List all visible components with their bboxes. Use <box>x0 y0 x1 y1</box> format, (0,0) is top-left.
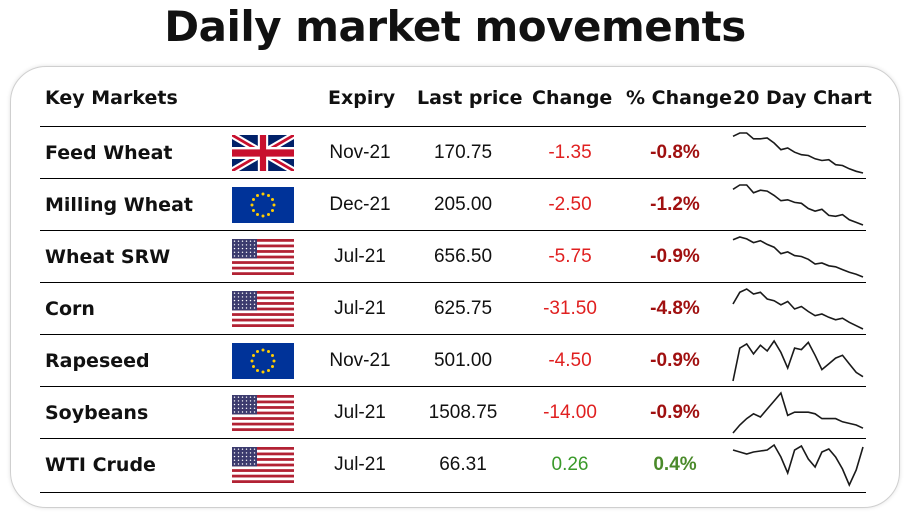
us-flag-icon <box>232 239 294 275</box>
header-pct-change: % Change <box>626 87 732 109</box>
header-key-markets: Key Markets <box>45 87 178 109</box>
pct-change-cell: -0.9% <box>650 402 700 423</box>
pct-change-cell: -0.8% <box>650 142 700 163</box>
pct-change-cell: -4.8% <box>650 298 700 319</box>
last-price-cell: 656.50 <box>433 246 493 267</box>
uk-flag-icon <box>232 135 294 171</box>
change-cell: -14.00 <box>543 402 597 423</box>
last-price-cell: 501.00 <box>433 350 493 371</box>
market-name: Feed Wheat <box>45 142 173 164</box>
pct-change-cell: -0.9% <box>650 350 700 371</box>
table-row: WTI Crude Jul-21 66.31 0.26 0.4% <box>40 438 866 491</box>
last-price-cell: 205.00 <box>433 194 493 215</box>
expiry-cell: Jul-21 <box>334 298 386 319</box>
us-flag-icon <box>232 447 294 483</box>
table-row: Rapeseed Nov-21 501.00 -4.50 -0.9% <box>40 334 866 387</box>
sparkline-chart <box>732 339 864 382</box>
eu-flag-icon <box>232 343 294 379</box>
sparkline-series <box>732 132 864 174</box>
expiry-cell: Jul-21 <box>334 402 386 423</box>
sparkline-chart <box>732 288 864 330</box>
change-cell: -4.50 <box>548 350 592 371</box>
sparkline-series <box>732 184 864 226</box>
table-row: Wheat SRW Jul-21 656.50 -5.75 -0.9% <box>40 230 866 283</box>
change-cell: -31.50 <box>543 298 597 319</box>
header-change: Change <box>532 87 613 109</box>
table-row: Milling Wheat Dec-21 205.00 -2.50 -1.2% <box>40 178 866 231</box>
header-last-price: Last price <box>417 87 523 109</box>
sparkline-chart <box>732 132 864 174</box>
last-price-cell: 66.31 <box>439 454 487 475</box>
sparkline-series <box>732 339 864 382</box>
change-cell: -1.35 <box>548 142 592 163</box>
pct-change-cell: 0.4% <box>653 454 697 475</box>
header-20-day-chart: 20 Day Chart <box>733 87 872 109</box>
page-title: Daily market movements <box>164 2 746 51</box>
market-name: Soybeans <box>45 402 149 424</box>
sparkline-chart <box>732 443 864 487</box>
sparkline-series <box>732 391 864 434</box>
change-cell: -2.50 <box>548 194 592 215</box>
sparkline-chart <box>732 236 864 278</box>
sparkline-chart <box>732 391 864 434</box>
eu-flag-icon <box>232 187 294 223</box>
table-row: Feed Wheat Nov-21 170.75 -1.35 -0.8% <box>40 126 866 179</box>
sparkline-chart <box>732 184 864 226</box>
us-flag-icon <box>232 395 294 431</box>
market-name: Wheat SRW <box>45 246 171 268</box>
last-price-cell: 1508.75 <box>428 402 498 423</box>
change-cell: -5.75 <box>548 246 592 267</box>
sparkline-series <box>732 288 864 330</box>
pct-change-cell: -0.9% <box>650 246 700 267</box>
expiry-cell: Dec-21 <box>329 194 391 215</box>
table-row: Soybeans Jul-21 1508.75 -14.00 -0.9% <box>40 386 866 439</box>
sparkline-series <box>732 443 864 487</box>
change-cell: 0.26 <box>551 454 589 475</box>
header-expiry: Expiry <box>328 87 396 109</box>
last-price-cell: 170.75 <box>433 142 493 163</box>
market-name: Corn <box>45 298 95 320</box>
expiry-cell: Nov-21 <box>329 350 391 371</box>
pct-change-cell: -1.2% <box>650 194 700 215</box>
expiry-cell: Jul-21 <box>334 246 386 267</box>
sparkline-series <box>732 236 864 278</box>
us-flag-icon <box>232 291 294 327</box>
table-row: Corn Jul-21 625.75 -31.50 -4.8% <box>40 282 866 335</box>
expiry-cell: Jul-21 <box>334 454 386 475</box>
expiry-cell: Nov-21 <box>329 142 391 163</box>
market-name: Rapeseed <box>45 350 150 372</box>
last-price-cell: 625.75 <box>433 298 493 319</box>
table-bottom-rule <box>40 492 866 493</box>
market-name: WTI Crude <box>45 454 156 476</box>
market-name: Milling Wheat <box>45 194 193 216</box>
market-table-panel <box>10 66 900 508</box>
